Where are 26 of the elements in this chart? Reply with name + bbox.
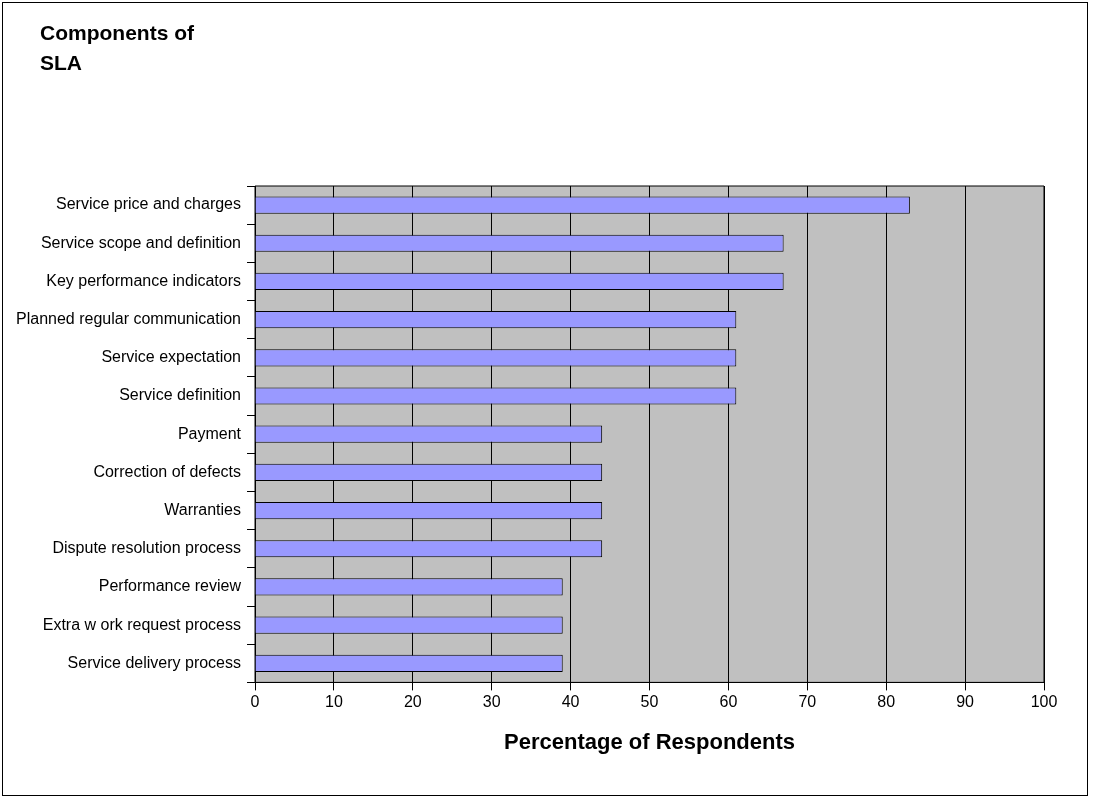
x-axis-title: Percentage of Respondents xyxy=(504,728,795,754)
y-tick-label: Service definition xyxy=(119,386,242,404)
x-tick-label: 60 xyxy=(719,693,738,711)
y-tick-label: Correction of defects xyxy=(93,462,242,480)
y-tick-label: Warranties xyxy=(164,500,242,518)
x-tick-label: 50 xyxy=(640,693,659,711)
x-tick-label: 70 xyxy=(798,693,817,711)
x-tick-label: 30 xyxy=(482,693,501,711)
x-tick-label: 0 xyxy=(250,693,260,711)
y-tick-label: Payment xyxy=(177,424,242,442)
y-tick-label: Service scope and definition xyxy=(40,233,242,251)
x-tick-label: 90 xyxy=(956,693,975,711)
y-tick-label: Dispute resolution process xyxy=(52,539,242,557)
x-tick-label: 20 xyxy=(403,693,422,711)
y-tick-label: Key performance indicators xyxy=(46,271,242,289)
chart-title: Components of SLA xyxy=(40,20,195,76)
x-tick-label: 100 xyxy=(1030,693,1058,711)
y-tick-label: Performance review xyxy=(98,577,242,595)
x-tick-label: 80 xyxy=(877,693,896,711)
y-tick-label: Extra w ork request process xyxy=(42,615,242,633)
x-tick-label: 10 xyxy=(325,693,343,711)
y-tick-label: Service expectation xyxy=(101,348,242,366)
y-tick-label: Service delivery process xyxy=(67,653,242,671)
x-tick-label: 40 xyxy=(561,693,580,711)
y-tick-label: Service price and charges xyxy=(56,195,242,213)
y-tick-label: Planned regular communication xyxy=(16,310,242,328)
